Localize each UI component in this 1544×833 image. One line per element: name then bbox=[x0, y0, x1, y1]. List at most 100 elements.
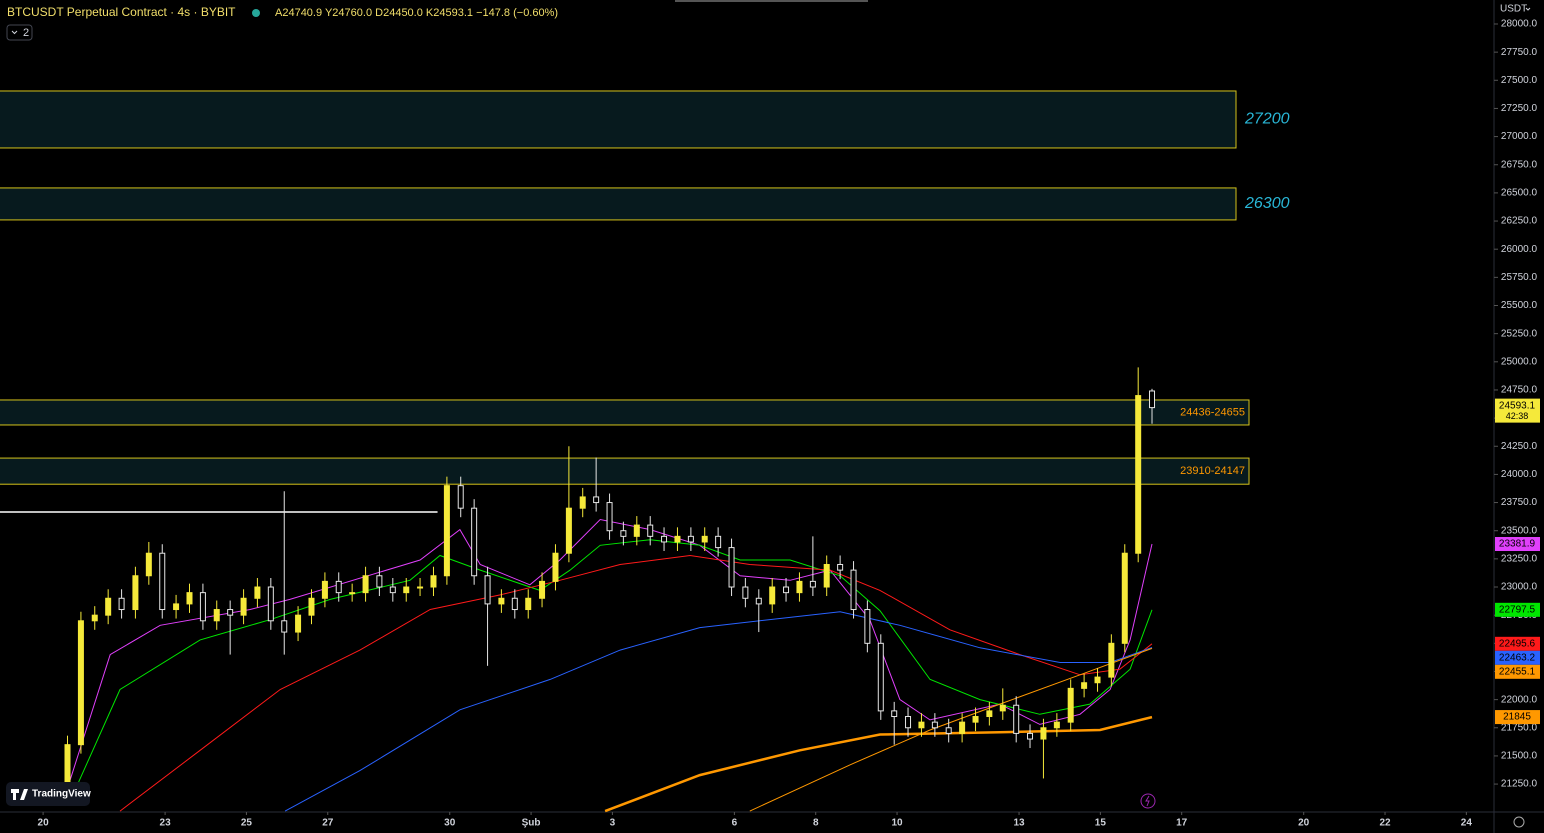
x-tick-label: 17 bbox=[1176, 818, 1188, 829]
y-tick-label: 27500.0 bbox=[1501, 75, 1538, 86]
indicator-toggle[interactable] bbox=[6, 24, 33, 41]
candle-body bbox=[213, 609, 220, 622]
candle-body bbox=[1013, 704, 1020, 734]
candle-body bbox=[891, 710, 898, 718]
candle-body bbox=[783, 586, 790, 594]
price-label-bg bbox=[1495, 537, 1540, 552]
y-tick-label: 25500.0 bbox=[1501, 300, 1538, 311]
moving-average-line bbox=[604, 715, 1153, 813]
candle-body bbox=[742, 586, 749, 599]
event-icon[interactable] bbox=[1140, 793, 1156, 809]
price-label-bg bbox=[1495, 636, 1540, 651]
y-tick-label: 23500.0 bbox=[1501, 525, 1538, 536]
y-tick-label: 26750.0 bbox=[1501, 159, 1538, 170]
candle-body bbox=[118, 597, 125, 611]
candle-body bbox=[959, 721, 966, 734]
candle-body bbox=[1067, 687, 1074, 723]
chart-title: BTCUSDT Perpetual Contract · 4s · BYBIT bbox=[7, 5, 236, 19]
x-tick-label: 30 bbox=[444, 818, 456, 829]
moving-average-line bbox=[284, 611, 1153, 812]
candle-body bbox=[972, 716, 979, 723]
zone-label: 26300 bbox=[1244, 195, 1290, 212]
price-label-bg bbox=[1495, 710, 1540, 725]
high-value: Y24760.0 bbox=[325, 7, 372, 19]
countdown: 42:38 bbox=[1506, 411, 1529, 421]
candle-body bbox=[199, 592, 206, 622]
candle-body bbox=[986, 710, 993, 718]
candle-body bbox=[661, 535, 668, 543]
zone bbox=[0, 90, 1237, 149]
x-tick-label: 27 bbox=[322, 818, 334, 829]
y-tick-label: 24250.0 bbox=[1501, 441, 1538, 452]
price-label: 22797.5 bbox=[1499, 604, 1536, 615]
candle-body bbox=[1094, 676, 1101, 684]
candle-body bbox=[132, 575, 139, 611]
x-tick-label: 8 bbox=[813, 818, 819, 829]
zone bbox=[0, 399, 1250, 426]
candle-body bbox=[687, 535, 694, 543]
ohlc-legend: A24740.9 Y24760.0 D24450.0 K24593.1 −147… bbox=[275, 7, 558, 19]
candle-body bbox=[105, 597, 112, 616]
brand-logo bbox=[11, 789, 28, 800]
y-tick-label: 21750.0 bbox=[1501, 722, 1538, 733]
change-value: −147.8 (−0.60%) bbox=[476, 7, 558, 19]
candle-body bbox=[376, 575, 383, 588]
x-tick-label: 20 bbox=[1298, 818, 1310, 829]
lightning-icon bbox=[1145, 795, 1150, 807]
x-tick-label: 6 bbox=[732, 818, 738, 829]
candle-body bbox=[186, 592, 193, 605]
x-tick-label: 15 bbox=[1095, 818, 1107, 829]
candle-body bbox=[321, 580, 328, 599]
y-tick-label: 21500.0 bbox=[1501, 751, 1538, 762]
candle-body bbox=[579, 496, 586, 509]
candle-body bbox=[647, 524, 654, 537]
candle-body bbox=[145, 552, 152, 577]
candle-body bbox=[837, 563, 844, 571]
candle-body bbox=[755, 597, 762, 605]
zone bbox=[0, 457, 1250, 485]
candle-body bbox=[1135, 395, 1142, 554]
candle-body bbox=[159, 552, 166, 611]
candle-body bbox=[349, 592, 356, 595]
zone-label: 24436-24655 bbox=[1180, 406, 1245, 418]
price-label-bg bbox=[1495, 664, 1540, 679]
candle-body bbox=[931, 721, 938, 729]
price-label-bg bbox=[1495, 602, 1540, 617]
candle-body bbox=[525, 597, 532, 611]
candle-body bbox=[64, 744, 71, 785]
y-tick-label: 23000.0 bbox=[1501, 582, 1538, 593]
price-label: 22455.1 bbox=[1499, 666, 1536, 677]
indicator-count: 2 bbox=[23, 27, 29, 39]
x-tick-label: 3 bbox=[610, 818, 616, 829]
candle-body bbox=[715, 535, 722, 549]
candle-body bbox=[565, 507, 572, 554]
candle-body bbox=[417, 586, 424, 589]
x-tick-label: 25 bbox=[241, 818, 253, 829]
candle-body bbox=[267, 586, 274, 622]
price-label: 22495.6 bbox=[1499, 638, 1536, 649]
last-price-bg bbox=[1495, 398, 1540, 423]
currency-selector[interactable]: USDT bbox=[1500, 4, 1527, 15]
y-tick-label: 26000.0 bbox=[1501, 244, 1538, 255]
status-dot bbox=[252, 9, 260, 17]
candle-body bbox=[1149, 390, 1156, 409]
candle-body bbox=[593, 496, 600, 504]
y-tick-label: 22000.0 bbox=[1501, 694, 1538, 705]
x-tick-label: 22 bbox=[1379, 818, 1391, 829]
moving-average-line bbox=[749, 647, 1153, 812]
chevron-icon bbox=[1525, 7, 1531, 11]
candle-body bbox=[809, 580, 816, 588]
candle-body bbox=[769, 586, 776, 605]
y-tick-label: 28000.0 bbox=[1501, 19, 1538, 30]
candle-body bbox=[606, 502, 613, 532]
y-tick-label: 25250.0 bbox=[1501, 328, 1538, 339]
last-price: 24593.1 bbox=[1499, 400, 1536, 411]
zone-label: 23910-24147 bbox=[1180, 465, 1245, 477]
candle-body bbox=[295, 614, 302, 633]
settings-icon[interactable] bbox=[1513, 816, 1525, 828]
plot-area: 27200 26300 24436-24655 23910-24147 bbox=[0, 90, 1290, 813]
candle-body bbox=[471, 507, 478, 577]
y-tick-label: 27250.0 bbox=[1501, 103, 1538, 114]
candle-body bbox=[335, 580, 342, 594]
zone-label: 27200 bbox=[1244, 111, 1290, 128]
